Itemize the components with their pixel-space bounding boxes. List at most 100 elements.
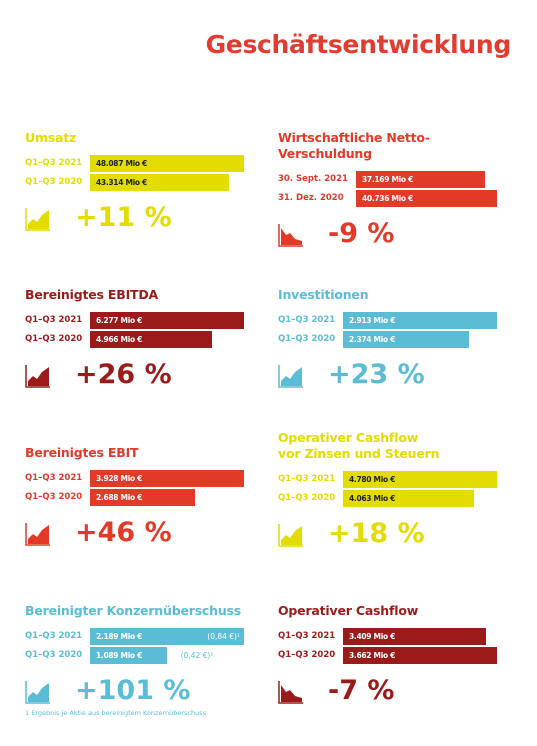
chart-panel: Operativer Cashflow Q1–Q3 2021 3.409 Mio €…	[278, 603, 497, 706]
trend-icon	[278, 681, 303, 704]
bar	[90, 628, 244, 645]
bar-row: Q1–Q3 2020 4.063 Mio €	[278, 490, 497, 507]
bar-row: Q1–Q3 2021 6.277 Mio €	[25, 312, 244, 329]
panel-title-line: Operativer Cashflow	[278, 430, 419, 445]
bar-row: Q1–Q3 2020 2.688 Mio €	[25, 489, 244, 506]
category-label: Q1–Q3 2020	[25, 492, 83, 502]
value-label: 4.063 Mio €	[349, 494, 396, 503]
category-label: Q1–Q3 2020	[278, 334, 336, 344]
bar	[356, 190, 497, 207]
bar	[90, 331, 212, 348]
chart-panel: Bereinigtes EBITDA Q1–Q3 2021 6.277 Mio € Q…	[25, 287, 244, 390]
value-label: 40.736 Mio €	[362, 194, 413, 203]
bar-row: Q1–Q3 2021 48.087 Mio €	[25, 155, 244, 172]
category-label: Q1–Q3 2021	[25, 631, 83, 641]
panel-title: Bereinigter Konzernüberschuss	[25, 603, 242, 618]
category-label: Q1–Q3 2020	[25, 650, 83, 660]
bar-row: Q1–Q3 2020 43.314 Mio €	[25, 174, 244, 191]
change-value: +18 %	[328, 518, 425, 549]
bar-row: Q1–Q3 2021 3.928 Mio €	[25, 470, 244, 487]
category-label: Q1–Q3 2021	[278, 315, 336, 325]
bar-row: 31. Dez. 2020 40.736 Mio €	[278, 190, 497, 207]
trend-icon	[25, 523, 50, 546]
bar-row: Q1–Q3 2020 4.966 Mio €	[25, 331, 244, 348]
value-label: 3.409 Mio €	[349, 632, 396, 641]
value-label: 4.966 Mio €	[96, 335, 143, 344]
value-label: 6.277 Mio €	[96, 316, 143, 325]
value-label: 48.087 Mio €	[96, 159, 147, 168]
panel-title: Bereinigtes EBIT	[25, 445, 139, 460]
annotation: (0,42 €)¹	[180, 651, 214, 660]
footnote: 1 Ergebnis je Aktie aus bereinigtem Konz…	[25, 709, 207, 717]
panel-title: Wirtschaftliche Netto-Verschuldung	[278, 130, 430, 161]
value-label: 2.374 Mio €	[349, 335, 396, 344]
bar-rows: Q1–Q3 2021 4.780 Mio € Q1–Q3 2020 4.063 Mio…	[278, 471, 497, 507]
bar	[90, 174, 229, 191]
change-value: +11 %	[75, 202, 172, 233]
value-label: 4.780 Mio €	[349, 475, 396, 484]
value-label: 2.913 Mio €	[349, 316, 396, 325]
bar-row: Q1–Q3 2020 2.374 Mio €	[278, 331, 497, 348]
category-label: Q1–Q3 2021	[278, 631, 336, 641]
bar	[90, 155, 244, 172]
category-label: Q1–Q3 2021	[278, 474, 336, 484]
bar-row: Q1–Q3 2021 3.409 Mio €	[278, 628, 497, 645]
value-label: 2.688 Mio €	[96, 493, 143, 502]
bar	[343, 647, 497, 664]
category-label: Q1–Q3 2021	[25, 158, 83, 168]
bar	[343, 628, 487, 645]
trend-icon	[278, 365, 303, 388]
panel-title: Umsatz	[25, 130, 77, 145]
bar	[90, 489, 196, 506]
bar-row: Q1–Q3 2021 2.189 Mio € (0,84 €)¹	[25, 628, 244, 645]
bar	[90, 647, 167, 664]
change-value: -7 %	[328, 675, 395, 706]
bar-rows: Q1–Q3 2021 3.409 Mio € Q1–Q3 2020 3.662 Mio…	[278, 628, 497, 664]
chart-panel: Bereinigtes EBIT Q1–Q3 2021 3.928 Mio € Q1–…	[25, 445, 244, 548]
bar-rows: Q1–Q3 2021 2.913 Mio € Q1–Q3 2020 2.374 Mio…	[278, 312, 497, 348]
category-label: Q1–Q3 2020	[25, 334, 83, 344]
chart-panel: Investitionen Q1–Q3 2021 2.913 Mio € Q1–Q3 …	[278, 287, 497, 390]
trend-icon	[278, 224, 303, 247]
panel-title: Operativer Cashflow	[278, 603, 419, 618]
change-value: +46 %	[75, 517, 172, 548]
category-label: 31. Dez. 2020	[278, 193, 344, 203]
bar-row: Q1–Q3 2021 4.780 Mio €	[278, 471, 497, 488]
bar-row: 30. Sept. 2021 37.169 Mio €	[278, 171, 497, 188]
panel-title-line: vor Zinsen und Steuern	[278, 446, 440, 461]
trend-icon	[278, 524, 303, 547]
trend-icon	[25, 681, 50, 704]
category-label: Q1–Q3 2021	[25, 315, 83, 325]
category-label: Q1–Q3 2021	[25, 473, 83, 483]
bar-rows: 30. Sept. 2021 37.169 Mio € 31. Dez. 2020 4…	[278, 171, 497, 207]
value-label: 37.169 Mio €	[362, 175, 413, 184]
panel-title: Operativer Cashflow vor Zinsen und Steuer…	[278, 430, 497, 462]
trend-icon	[25, 365, 50, 388]
panel-title: Investitionen	[278, 287, 369, 302]
bar-rows: Q1–Q3 2021 6.277 Mio € Q1–Q3 2020 4.966 Mio…	[25, 312, 244, 348]
category-label: 30. Sept. 2021	[278, 174, 348, 184]
bar-rows: Q1–Q3 2021 2.189 Mio € (0,84 €)¹ Q1–Q3 2020…	[25, 628, 244, 664]
trend-icon	[25, 208, 50, 231]
change-value: +101 %	[75, 675, 191, 706]
chart-panel: Wirtschaftliche Netto-Verschuldung 30. Se…	[278, 130, 497, 249]
category-label: Q1–Q3 2020	[25, 177, 83, 187]
bar	[343, 312, 497, 329]
bar	[90, 312, 244, 329]
value-label: 43.314 Mio €	[96, 178, 147, 187]
category-label: Q1–Q3 2020	[278, 493, 336, 503]
bar-row: Q1–Q3 2020 1.089 Mio € (0,42 €)¹	[25, 647, 244, 664]
bar	[343, 471, 497, 488]
page-title: Geschäftsentwicklung	[205, 30, 512, 59]
change-value: +23 %	[328, 359, 425, 390]
change-value: -9 %	[328, 218, 395, 249]
category-label: Q1–Q3 2020	[278, 650, 336, 660]
value-label: 2.189 Mio €	[96, 632, 143, 641]
panel-title: Bereinigtes EBITDA	[25, 287, 159, 302]
chart-panel: Umsatz Q1–Q3 2021 48.087 Mio € Q1–Q3 2020 43…	[25, 130, 244, 233]
bar	[90, 470, 244, 487]
annotation: (0,84 €)¹	[207, 632, 240, 641]
bar-rows: Q1–Q3 2021 48.087 Mio € Q1–Q3 2020 43.314 M…	[25, 155, 244, 191]
bar-rows: Q1–Q3 2021 3.928 Mio € Q1–Q3 2020 2.688 Mio…	[25, 470, 244, 506]
